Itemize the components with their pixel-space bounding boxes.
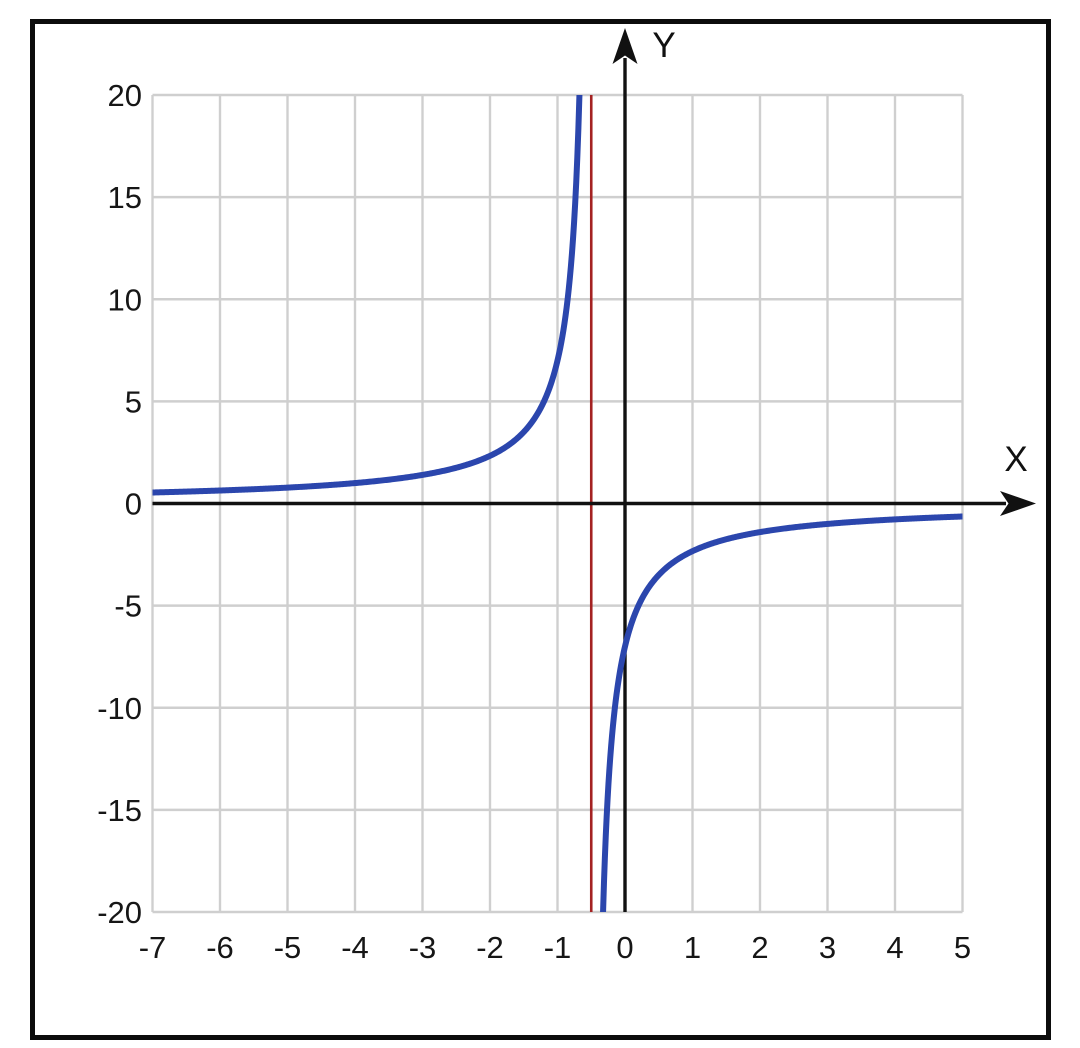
y-tick-label: 0 bbox=[125, 487, 142, 522]
function-curve-branch bbox=[152, 95, 583, 496]
y-axis-label: Y bbox=[652, 26, 675, 65]
outer-frame bbox=[30, 19, 1051, 1040]
y-tick-label: 10 bbox=[108, 282, 142, 317]
x-tick-label: 4 bbox=[886, 930, 903, 965]
y-tick-label: -15 bbox=[97, 793, 142, 828]
y-tick-label: -5 bbox=[114, 589, 142, 624]
y-tick-label: 15 bbox=[108, 180, 142, 215]
x-tick-label: -2 bbox=[476, 930, 504, 965]
x-tick-label: -6 bbox=[206, 930, 234, 965]
y-tick-label: 5 bbox=[125, 384, 142, 419]
y-tick-label: -20 bbox=[97, 895, 142, 930]
x-tick-label: -3 bbox=[409, 930, 437, 965]
y-tick-label: 20 bbox=[108, 78, 142, 113]
x-tick-label: 2 bbox=[751, 930, 768, 965]
x-tick-label: -1 bbox=[544, 930, 572, 965]
x-axis-label: X bbox=[1004, 440, 1027, 479]
x-tick-label: -5 bbox=[274, 930, 302, 965]
x-tick-label: 5 bbox=[954, 930, 971, 965]
x-tick-label: -4 bbox=[341, 930, 369, 965]
x-axis-arrowhead-icon bbox=[1000, 491, 1036, 516]
function-curve-branch bbox=[600, 513, 963, 912]
x-tick-label: -7 bbox=[139, 930, 167, 965]
y-tick-label: -10 bbox=[97, 691, 142, 726]
x-tick-label: 0 bbox=[616, 930, 633, 965]
x-tick-label: 3 bbox=[819, 930, 836, 965]
y-axis-arrowhead-icon bbox=[612, 28, 638, 64]
x-tick-label: 1 bbox=[684, 930, 701, 965]
